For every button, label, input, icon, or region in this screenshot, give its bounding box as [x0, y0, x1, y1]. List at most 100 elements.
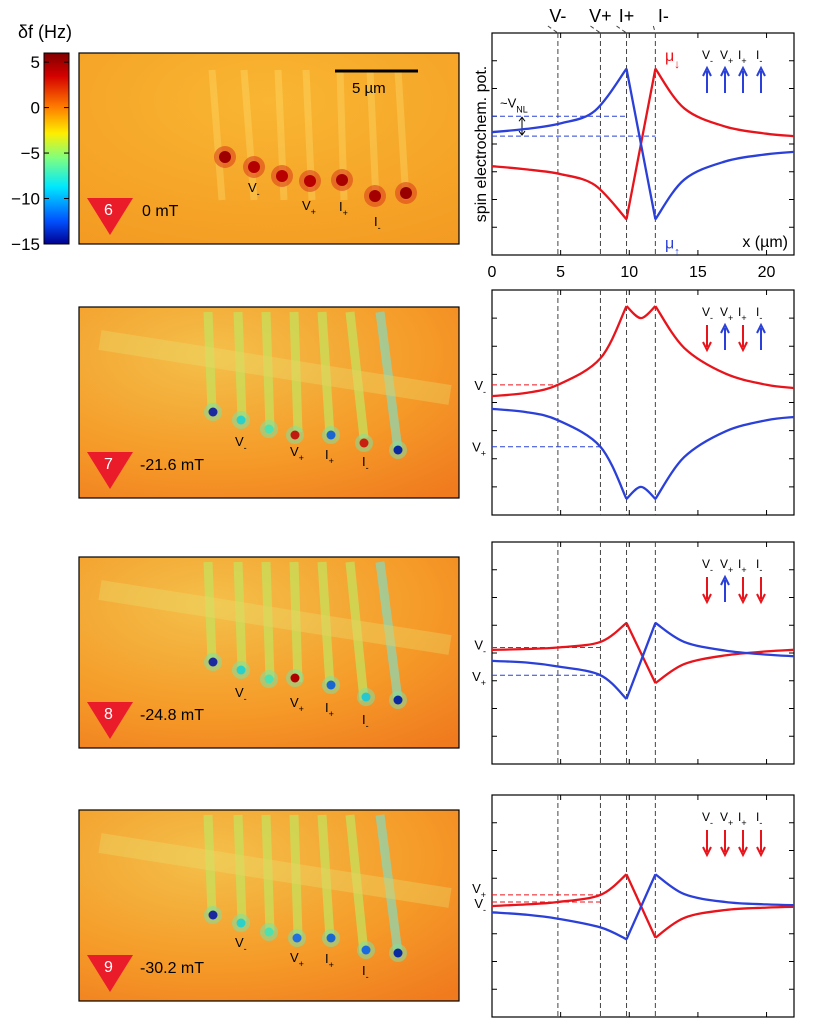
top-electrode-label: V- — [549, 6, 566, 26]
arrow-legend-label: I+ — [738, 48, 747, 66]
chart-panel-7: V- V+ V- V+ I+ I- — [472, 289, 795, 516]
x-tick-label: 5 — [556, 264, 565, 281]
colorbar-tick-label: 5 — [31, 53, 40, 72]
electrode-overlay — [98, 561, 452, 701]
spin-arrow-head — [738, 341, 748, 353]
vnl-arrow-head — [518, 116, 526, 122]
spin-arrow-head — [702, 593, 712, 605]
arrow-legend-label: V+ — [720, 48, 733, 66]
arrow-legend-label: V+ — [720, 810, 733, 828]
image-electrode-label: V+ — [302, 198, 316, 217]
level-label: V- — [474, 637, 486, 656]
top-electrode-leader — [652, 25, 656, 34]
map-panel-8: V- V+ I+ I- 8 -24.8 mT — [78, 556, 460, 749]
spin-arrow-head — [720, 574, 730, 586]
panel-marker-triangle — [87, 198, 133, 235]
spin-arrow-head — [738, 593, 748, 605]
spot-core — [290, 673, 300, 683]
x-axis-label: x (µm) — [742, 234, 788, 251]
map-panel-7: V- V+ I+ I- 7 -21.6 mT — [78, 306, 460, 499]
spin-arrow-head — [720, 322, 730, 334]
plot-frame — [491, 289, 795, 516]
colorbar-ticks: 5 0 −5 −10 −15 — [11, 53, 69, 254]
arrow-legend-label: I- — [756, 557, 762, 575]
panel-marker-triangle — [87, 955, 133, 992]
image-electrode-label: V- — [235, 434, 247, 453]
colorbar: δf (Hz) 5 0 −5 −10 −15 — [11, 22, 72, 254]
series-line-mu-up — [491, 407, 795, 500]
arrow-legend-label: V+ — [720, 557, 733, 575]
spot-core — [264, 674, 274, 684]
level-label: V+ — [472, 440, 486, 459]
image-electrode-label: V+ — [290, 695, 304, 714]
top-electrode-label: V+ — [589, 6, 612, 26]
arrow-legend-label: V- — [702, 557, 713, 575]
level-label: V- — [474, 896, 486, 915]
dissipation-spots — [214, 146, 417, 207]
image-electrode-label: I+ — [325, 700, 334, 719]
spot-core — [361, 945, 371, 955]
panel-marker-triangle — [87, 702, 133, 739]
top-electrode-leader — [547, 25, 559, 34]
top-electrode-leader — [590, 25, 601, 34]
top-electrode-label: I+ — [619, 6, 635, 26]
spot-core — [326, 680, 336, 690]
panel-number: 7 — [104, 456, 113, 473]
electrode-overlay — [98, 311, 452, 451]
image-electrode-label: I- — [362, 454, 369, 473]
colorbar-tick-label: −15 — [11, 235, 40, 254]
spot-core — [236, 665, 246, 675]
series-line-mu-down — [491, 621, 795, 685]
level-label: V+ — [472, 669, 486, 688]
colorbar-tick-label: −5 — [21, 144, 40, 163]
dissipation-spots — [204, 906, 407, 962]
series-line-mu-up — [491, 68, 795, 220]
series-line-mu-down — [491, 305, 795, 398]
panel-marker-triangle — [87, 452, 133, 489]
colorbar-label: δf (Hz) — [18, 22, 72, 42]
spot-core — [369, 190, 381, 202]
spot-core — [208, 657, 218, 667]
spin-arrow-head — [702, 341, 712, 353]
vnl-annotation: ~VNL — [500, 95, 528, 114]
field-value: -24.8 mT — [140, 707, 204, 724]
series-line-mu-up — [491, 621, 795, 700]
spot-core — [264, 424, 274, 434]
spot-core — [336, 174, 348, 186]
level-label: V+ — [472, 881, 486, 900]
arrow-legend-label: I+ — [738, 557, 747, 575]
spin-arrow-head — [720, 65, 730, 77]
spot-core — [236, 918, 246, 928]
dissipation-spots — [204, 653, 407, 709]
arrow-legend-label: I+ — [738, 810, 747, 828]
chart-panel-9: V+V-V- V+ I+ I- — [472, 794, 795, 1018]
image-electrode-labels: V- V+ I+ I- — [235, 685, 369, 731]
spot-core — [326, 933, 336, 943]
arrow-legend-label: V- — [702, 810, 713, 828]
top-electrode-label: I- — [658, 6, 669, 26]
plot-frame — [491, 794, 795, 1018]
spin-arrow-head — [756, 593, 766, 605]
image-electrode-labels: V- V+ I+ I- — [235, 434, 369, 473]
x-tick-label: 0 — [488, 264, 497, 281]
spin-arrow-head — [756, 322, 766, 334]
x-tick-label: 10 — [620, 264, 638, 281]
image-electrode-label: V- — [235, 685, 247, 704]
image-electrode-label: I- — [374, 214, 381, 233]
spot-core — [208, 407, 218, 417]
plot-frame — [491, 32, 795, 256]
series-line-mu-up — [491, 873, 795, 941]
image-electrode-label: I+ — [339, 199, 348, 218]
top-electrode-leader — [616, 25, 627, 34]
spin-arrow-head — [720, 846, 730, 858]
chart-panel-6: ~VNL V- V+ I+ I- 0 5 10 15 20 x (µm) spin electroch… — [473, 6, 795, 281]
spin-arrow-head — [738, 65, 748, 77]
vnl-arrow-head — [518, 130, 526, 136]
spin-arrow-head — [738, 846, 748, 858]
image-electrode-label: I- — [362, 963, 369, 982]
panel-number: 8 — [104, 706, 113, 723]
spot-core — [304, 175, 316, 187]
spin-arrow-head — [756, 846, 766, 858]
electrode-overlay — [98, 814, 452, 954]
